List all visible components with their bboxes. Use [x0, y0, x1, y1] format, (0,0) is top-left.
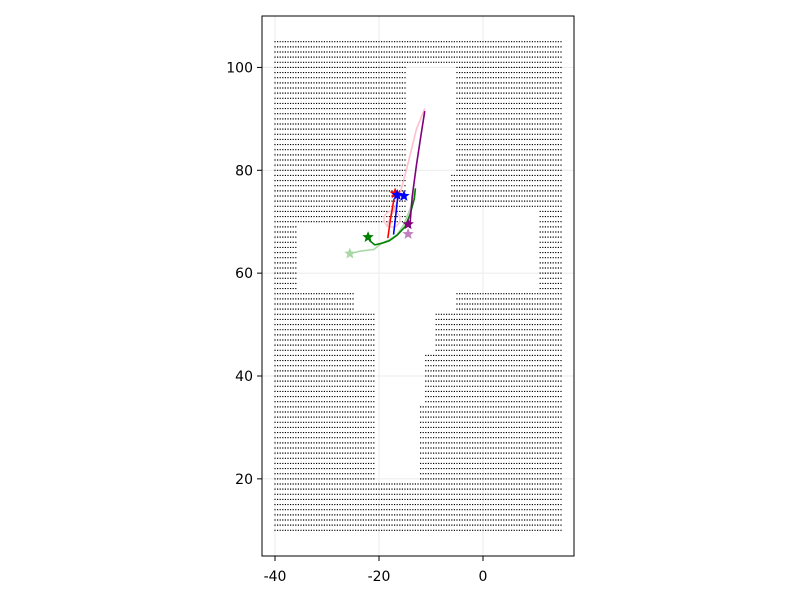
series-line-blue — [392, 196, 399, 235]
series-star-blue — [391, 188, 403, 200]
occupancy-points — [274, 41, 562, 531]
trajectory-series — [344, 108, 426, 259]
y-tick-label: 40 — [235, 369, 253, 385]
grid-lines — [262, 16, 574, 556]
y-tick-label: 60 — [235, 266, 253, 282]
x-tick-label: 0 — [479, 569, 488, 585]
series-star-light_green — [344, 247, 356, 259]
x-axis-ticks: -40 -20 0 — [264, 556, 488, 585]
series-star-orchid — [402, 228, 414, 239]
plot-frame — [261, 15, 575, 557]
series-line-purple — [408, 111, 426, 228]
series-line-light_green — [349, 190, 416, 255]
y-tick-label: 20 — [235, 472, 253, 488]
series-star-blue — [398, 190, 410, 201]
x-tick-label: -40 — [264, 569, 287, 585]
series-star-green — [362, 231, 374, 242]
y-axis-ticks: 20 40 60 80 100 — [226, 60, 262, 488]
series-line-red — [387, 198, 395, 239]
x-tick-label: -20 — [368, 569, 391, 585]
series-star-red — [389, 187, 401, 199]
occupancy-grid — [274, 41, 562, 531]
series-star-purple — [402, 218, 414, 230]
y-tick-label: 100 — [226, 60, 253, 76]
y-tick-label: 80 — [235, 163, 253, 179]
series-line-green — [368, 188, 417, 246]
